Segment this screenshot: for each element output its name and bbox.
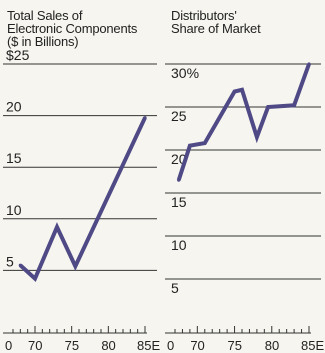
- left-data-point-1: [33, 277, 37, 281]
- right-data-point-0: [177, 178, 181, 182]
- left-x-tick-label-3: 80: [101, 338, 115, 353]
- left-title-line-3: ($ in Billions): [7, 34, 79, 49]
- right-data-point-7: [292, 103, 296, 107]
- right-x-tick-label-4: 85E: [301, 338, 324, 353]
- right-y-tick-label-15: 15: [171, 194, 187, 210]
- left-data-point-0: [18, 263, 22, 267]
- right-data-point-5: [255, 135, 259, 139]
- right-data-point-2: [203, 141, 207, 145]
- right-data-point-6: [266, 105, 270, 109]
- right-y-tick-label-5: 5: [171, 280, 179, 296]
- left-x-tick-label-1: 70: [28, 338, 42, 353]
- left-chart-panel: 5 10 15 20 $25 0 70 75 80 85E: [3, 47, 160, 353]
- left-x-tick-label-2: 75: [65, 338, 79, 353]
- left-data-line: [18, 116, 147, 283]
- left-x-tick-label-4: 85E: [137, 338, 160, 353]
- left-title-line-2: Electronic Components: [7, 21, 138, 36]
- left-x-tick-label-0: 0: [5, 338, 12, 353]
- right-title-line-1: Distributors': [171, 8, 237, 23]
- right-y-tick-label-30: 30%: [171, 65, 199, 81]
- right-title-line-2: Share of Market: [171, 21, 261, 36]
- left-chart-title: Total Sales of Electronic Components ($ …: [7, 9, 137, 48]
- right-x-tick-label-0: 0: [167, 338, 174, 353]
- right-x-tick-label-2: 75: [228, 338, 242, 353]
- right-data-line: [176, 63, 311, 181]
- left-data-point-3: [73, 264, 77, 268]
- left-y-tick-label-5: 5: [6, 253, 14, 269]
- right-y-tick-label-10: 10: [171, 237, 187, 253]
- left-y-tick-label-10: 10: [6, 202, 22, 218]
- right-data-point-4: [240, 88, 244, 92]
- right-data-point-8: [307, 62, 311, 66]
- right-x-tick-label-1: 70: [190, 338, 204, 353]
- right-y-tick-label-25: 25: [171, 108, 187, 124]
- left-y-tick-label-25: $25: [6, 47, 30, 63]
- left-title-line-1: Total Sales of: [7, 8, 83, 23]
- right-chart-title: Distributors' Share of Market: [171, 9, 261, 35]
- right-data-point-3: [232, 89, 237, 94]
- right-data-point-1: [188, 144, 192, 148]
- left-y-tick-label-20: 20: [6, 99, 22, 115]
- left-y-tick-label-15: 15: [6, 150, 22, 166]
- left-data-point-2: [55, 225, 59, 229]
- right-x-tick-label-3: 80: [265, 338, 279, 353]
- left-data-point-4: [143, 116, 147, 120]
